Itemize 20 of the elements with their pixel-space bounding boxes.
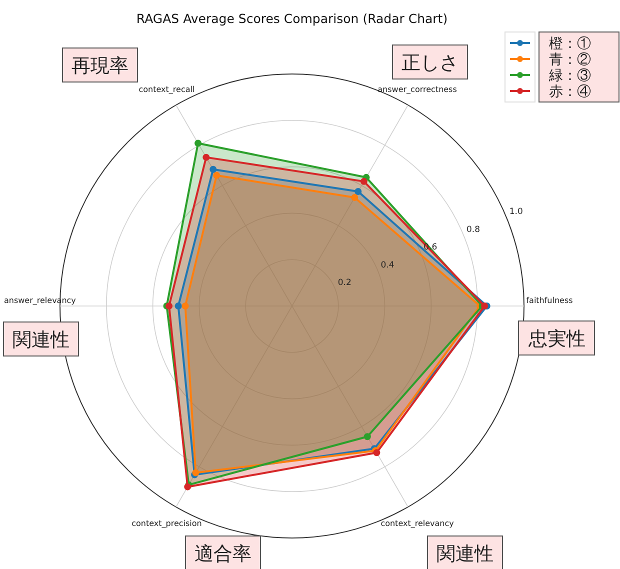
y-tick-label: 0.8 — [466, 224, 480, 235]
spoke-label: context_precision — [132, 518, 202, 528]
legend-label: 赤：④ — [549, 84, 591, 100]
legend-label: 橙：① — [549, 36, 591, 52]
legend-label: 青：② — [549, 52, 591, 68]
y-tick-label: 1.0 — [509, 207, 523, 218]
chart-title: RAGAS Average Scores Comparison (Radar Chart) — [136, 11, 448, 26]
legend-label: 緑：③ — [548, 68, 591, 84]
text: 関連性 — [12, 330, 70, 351]
text: 再現率 — [72, 55, 128, 77]
y-tick-label: 0.2 — [338, 278, 352, 288]
y-tick-label: 0.4 — [380, 260, 394, 270]
spoke-label: answer_correctness — [378, 85, 457, 94]
spoke-label: faithfulness — [526, 296, 573, 305]
text: 適合率 — [194, 543, 252, 565]
text: 忠実性 — [528, 328, 586, 350]
text: 関連性 — [436, 544, 494, 565]
spoke-label: context_recall — [138, 85, 195, 94]
spoke-label: context_relevancy — [380, 518, 454, 528]
text: 正しさ — [402, 53, 458, 74]
